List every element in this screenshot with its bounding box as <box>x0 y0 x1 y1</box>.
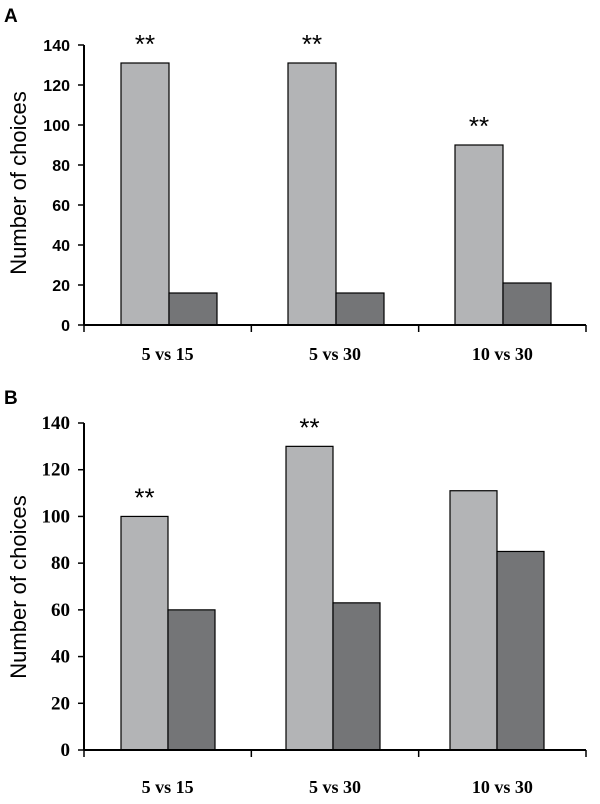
panel-b-y-tick-label: 140 <box>42 413 71 434</box>
panel-a-significance: ** ** ** <box>135 29 489 141</box>
panel-b-y-tick-label: 20 <box>51 693 70 714</box>
panel-a-letter: A <box>4 6 18 27</box>
panel-a-y-tick-label: 140 <box>43 38 70 55</box>
panel-a-y-tick-label: 60 <box>52 198 70 215</box>
panel-b-letter: B <box>4 388 18 409</box>
panel-a-bar-light-2 <box>287 62 337 326</box>
panel-a-y-tick-label: 0 <box>61 318 70 335</box>
panel-a-bar-dark-3 <box>502 282 552 326</box>
panel-a-y-axis-label: Number of choices <box>6 91 31 274</box>
panel-b-bar-light-2 <box>285 445 334 751</box>
panel-b-significance-marker: ** <box>299 412 319 442</box>
panel-a-x-category-label: 5 vs 15 <box>142 344 194 364</box>
panel-a-bar-dark-1 <box>168 292 218 326</box>
panel-b-axes <box>83 423 587 757</box>
panel-a-axes <box>83 45 587 332</box>
panel-a-significance-marker: ** <box>469 111 489 141</box>
panel-a-significance-marker: ** <box>135 29 155 59</box>
panel-b-x-category-label: 5 vs 15 <box>142 777 194 797</box>
panel-b-y-tick-label: 40 <box>51 647 70 668</box>
panel-b-significance: ** ** <box>134 412 319 512</box>
panel-a-x-category-label: 5 vs 30 <box>309 344 361 364</box>
panel-a-y-ticks: 0 20 40 60 80 100 120 140 <box>43 38 84 335</box>
panel-b-y-ticks: 0 20 40 60 80 100 120 140 <box>42 413 84 761</box>
panel-b-bar-light-3 <box>449 490 498 751</box>
panel-a-y-tick-label: 20 <box>52 278 70 295</box>
panel-a-bar-light-1 <box>120 62 170 326</box>
panel-b-bars <box>120 445 545 751</box>
panel-b: B Number of choices 0 20 40 60 80 100 120 140 *… <box>4 388 587 797</box>
panel-b-bar-light-1 <box>120 515 169 751</box>
panel-a: A Number of choices 0 20 40 60 80 100 120 140 *… <box>4 6 587 364</box>
panel-b-y-tick-label: 60 <box>51 600 70 621</box>
panel-b-x-category-label: 10 vs 30 <box>472 777 533 797</box>
panel-b-x-categories: 5 vs 15 5 vs 30 10 vs 30 <box>142 777 533 797</box>
panel-a-y-tick-label: 100 <box>43 118 70 135</box>
panel-a-bars <box>120 62 552 326</box>
panel-a-x-category-label: 10 vs 30 <box>472 344 533 364</box>
panel-b-x-category-label: 5 vs 30 <box>309 777 361 797</box>
panel-a-y-tick-label: 80 <box>52 158 70 175</box>
panel-b-bar-dark-1 <box>167 609 216 751</box>
panel-a-x-categories: 5 vs 15 5 vs 30 10 vs 30 <box>142 344 533 364</box>
panel-b-y-tick-label: 120 <box>42 460 71 481</box>
panel-a-y-tick-label: 40 <box>52 238 70 255</box>
panel-b-y-tick-label: 0 <box>61 740 71 761</box>
panel-b-y-tick-label: 80 <box>51 553 70 574</box>
panel-a-y-tick-label: 120 <box>43 78 70 95</box>
panel-a-bar-dark-2 <box>335 292 385 326</box>
panel-b-significance-marker: ** <box>134 482 154 512</box>
panel-b-y-axis-label: Number of choices <box>6 495 31 678</box>
panel-b-y-tick-label: 100 <box>42 506 71 527</box>
panel-b-bar-dark-2 <box>332 602 381 751</box>
panel-a-bar-light-3 <box>454 144 504 326</box>
panel-a-significance-marker: ** <box>302 29 322 59</box>
panel-b-bar-dark-3 <box>496 550 545 751</box>
